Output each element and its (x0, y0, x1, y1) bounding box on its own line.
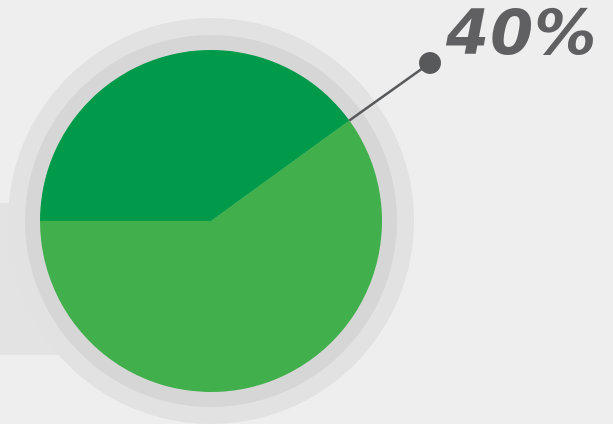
pie-slice-1 (40, 50, 350, 221)
percentage-label: 40% (446, 0, 598, 69)
pie-slices (40, 50, 383, 393)
callout-leader-line (348, 61, 431, 122)
callout-dot (419, 52, 441, 74)
pie-slice-2 (40, 120, 383, 393)
